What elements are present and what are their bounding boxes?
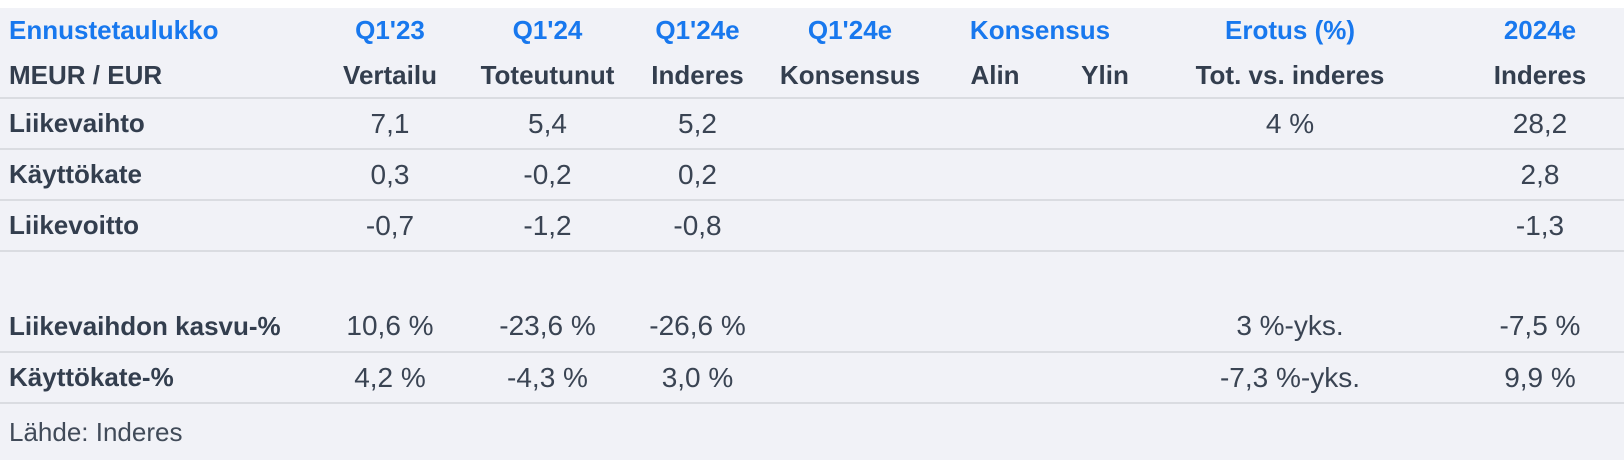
value-cell [930, 301, 1060, 353]
value-cell [770, 352, 930, 404]
value-cell: 5,4 [470, 98, 625, 150]
value-cell [770, 98, 930, 150]
col-header-tot-vs-inderes: Tot. vs. inderes [1150, 53, 1430, 99]
value-cell [1060, 301, 1150, 353]
col-header-alin: Alin [930, 53, 1060, 99]
value-cell [770, 200, 930, 252]
spacer-row [0, 251, 1624, 301]
table-title: Ennustetaulukko [9, 15, 219, 45]
source-note: Lähde: Inderes [9, 416, 183, 447]
value-cell [1150, 200, 1430, 252]
value-cell [1060, 200, 1150, 252]
row-label: Liikevoitto [0, 200, 310, 252]
value-cell [1150, 149, 1430, 201]
value-cell: 4 % [1150, 98, 1430, 150]
value-cell: 7,1 [310, 98, 470, 150]
value-cell: -4,3 % [470, 352, 625, 404]
value-cell [770, 301, 930, 353]
unit-header: MEUR / EUR [0, 53, 310, 99]
table-row-liikevaihto: Liikevaihto 7,1 5,4 5,2 4 % 28,2 [0, 98, 1624, 150]
group-header-q1-24e-konsensus: Q1'24e [807, 15, 893, 45]
value-cell: -7,3 %-yks. [1150, 352, 1430, 404]
value-cell [930, 200, 1060, 252]
table-row-kayttokate: Käyttökate 0,3 -0,2 0,2 2,8 [0, 149, 1624, 201]
row-label: Liikevaihto [0, 98, 310, 150]
col-header-inderes-2024e: Inderes [1430, 53, 1624, 99]
column-header-row: MEUR / EUR Vertailu Toteutunut Inderes K… [0, 53, 1624, 99]
group-header-q1-24: Q1'24 [512, 15, 583, 45]
col-header-konsensus: Konsensus [770, 53, 930, 99]
value-cell [1060, 352, 1150, 404]
source-row: Lähde: Inderes [0, 403, 1624, 460]
value-cell: 4,2 % [310, 352, 470, 404]
value-cell: -0,2 [470, 149, 625, 201]
value-cell: 3 %-yks. [1150, 301, 1430, 353]
value-cell: -7,5 % [1430, 301, 1624, 353]
group-header-q1-24e-inderes: Q1'24e [655, 15, 740, 45]
table-row-liikevoitto: Liikevoitto -0,7 -1,2 -0,8 -1,3 [0, 200, 1624, 252]
value-cell: -1,2 [470, 200, 625, 252]
value-cell: 9,9 % [1430, 352, 1624, 404]
value-cell: 10,6 % [310, 301, 470, 353]
col-header-ylin: Ylin [1060, 53, 1150, 99]
col-header-inderes: Inderes [625, 53, 770, 99]
row-label: Liikevaihdon kasvu-% [0, 301, 310, 353]
value-cell: -23,6 % [470, 301, 625, 353]
value-cell: 2,8 [1430, 149, 1624, 201]
value-cell [770, 149, 930, 201]
col-header-vertailu: Vertailu [310, 53, 470, 99]
value-cell: -0,8 [625, 200, 770, 252]
value-cell: -0,7 [310, 200, 470, 252]
value-cell: 3,0 % [625, 352, 770, 404]
value-cell: 0,3 [310, 149, 470, 201]
value-cell [1060, 149, 1150, 201]
forecast-table: Ennustetaulukko Q1'23 Q1'24 Q1'24e Q1'24… [0, 8, 1624, 460]
group-header-konsensus: Konsensus [969, 15, 1111, 45]
row-label: Käyttökate [0, 149, 310, 201]
value-cell: 0,2 [625, 149, 770, 201]
value-cell: 5,2 [625, 98, 770, 150]
table-row-liikevaihdon-kasvu: Liikevaihdon kasvu-% 10,6 % -23,6 % -26,… [0, 301, 1624, 353]
value-cell [930, 149, 1060, 201]
col-header-toteutunut: Toteutunut [470, 53, 625, 99]
spacer-cell [0, 251, 1624, 301]
row-label: Käyttökate-% [0, 352, 310, 404]
value-cell [930, 98, 1060, 150]
table-row-kayttokate-pct: Käyttökate-% 4,2 % -4,3 % 3,0 % -7,3 %-y… [0, 352, 1624, 404]
value-cell [1060, 98, 1150, 150]
value-cell: -26,6 % [625, 301, 770, 353]
group-header-q1-23: Q1'23 [355, 15, 425, 45]
group-header-2024e: 2024e [1503, 15, 1577, 45]
group-header-row: Ennustetaulukko Q1'23 Q1'24 Q1'24e Q1'24… [0, 8, 1624, 53]
value-cell: 28,2 [1430, 98, 1624, 150]
value-cell: -1,3 [1430, 200, 1624, 252]
group-header-erotus: Erotus (%) [1225, 15, 1355, 45]
value-cell [930, 352, 1060, 404]
